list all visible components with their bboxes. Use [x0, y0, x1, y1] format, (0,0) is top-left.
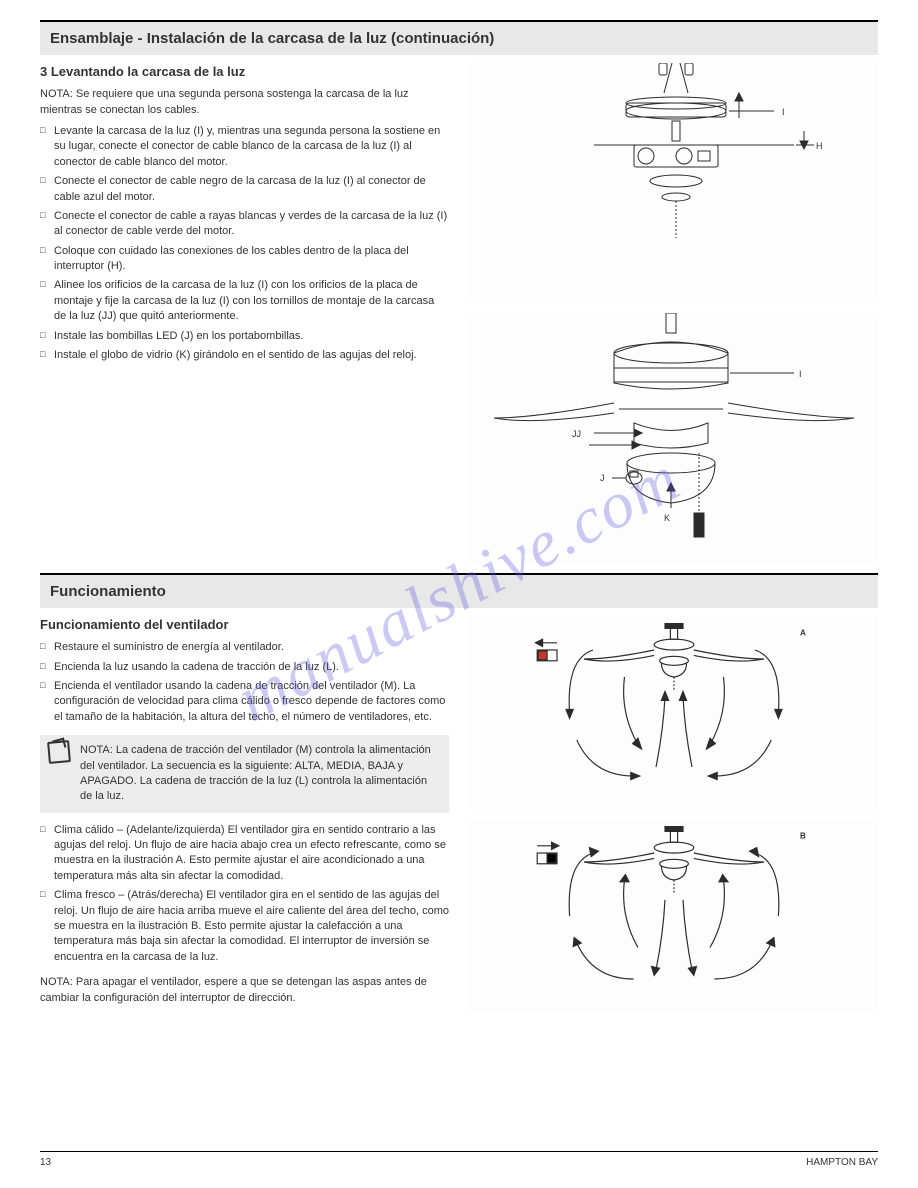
- operation-step-title: Funcionamiento del ventilador: [40, 616, 449, 634]
- bullet: Levante la carcasa de la luz (I) y, mien…: [40, 124, 449, 170]
- callout-JJ: JJ: [572, 429, 581, 439]
- assembly-header: Ensamblaje - Instalación de la carcasa d…: [40, 20, 878, 55]
- footer: 13 HAMPTON BAY: [40, 1151, 878, 1170]
- callout-I: I: [782, 107, 785, 117]
- operation-bullets-a: Restaure el suministro de energía al ven…: [40, 640, 449, 725]
- assembly-intro: NOTA: Se requiere que una segunda person…: [40, 87, 449, 118]
- bullet: Restaure el suministro de energía al ven…: [40, 640, 449, 655]
- note-text: NOTA: La cadena de tracción del ventilad…: [80, 744, 431, 802]
- note-box: NOTA: La cadena de tracción del ventilad…: [40, 735, 449, 813]
- bullet: Encienda el ventilador usando la cadena …: [40, 679, 449, 725]
- note-icon: [47, 740, 71, 764]
- bullet: Conecte el conector de cable a rayas bla…: [40, 209, 449, 240]
- operation-left: Funcionamiento del ventilador Restaure e…: [40, 616, 449, 1012]
- callout-H: H: [816, 141, 823, 151]
- bullet: Encienda la luz usando la cadena de trac…: [40, 660, 449, 675]
- operation-right: A: [469, 616, 878, 1012]
- airflow-b-diagram: B: [469, 819, 878, 1012]
- airflow-a-diagram: A: [469, 616, 878, 809]
- assembly-body: 3 Levantando la carcasa de la luz NOTA: …: [40, 63, 878, 563]
- bullet: Instale las bombillas LED (J) en los por…: [40, 329, 449, 344]
- assembly-left: 3 Levantando la carcasa de la luz NOTA: …: [40, 63, 449, 563]
- assembly-bullets: Levante la carcasa de la luz (I) y, mien…: [40, 124, 449, 363]
- assembly-right: I H: [469, 63, 878, 563]
- fan-lightkit-diagram: I JJ J K: [469, 313, 878, 563]
- bullet: Coloque con cuidado las conexiones de lo…: [40, 244, 449, 275]
- operation-bullets-b: Clima cálido – (Adelante/izquierda) El v…: [40, 823, 449, 966]
- label-B: B: [800, 831, 806, 840]
- label-A: A: [800, 628, 806, 637]
- callout-J: J: [600, 473, 605, 483]
- bullet: Instale el globo de vidrio (K) girándolo…: [40, 348, 449, 363]
- bullet: Clima cálido – (Adelante/izquierda) El v…: [40, 823, 449, 885]
- note2: NOTA: Para apagar el ventilador, espere …: [40, 975, 449, 1006]
- bullet: Conecte el conector de cable negro de la…: [40, 174, 449, 205]
- light-housing-diagram: I H: [469, 63, 878, 303]
- callout-K: K: [664, 513, 670, 523]
- footer-brand: HAMPTON BAY: [806, 1156, 878, 1170]
- assembly-step-title: 3 Levantando la carcasa de la luz: [40, 63, 449, 81]
- bullet: Clima fresco – (Atrás/derecha) El ventil…: [40, 888, 449, 965]
- page-number: 13: [40, 1156, 51, 1170]
- callout-I2: I: [799, 369, 802, 379]
- bullet: Alinee los orificios de la carcasa de la…: [40, 278, 449, 324]
- operation-body: Funcionamiento del ventilador Restaure e…: [40, 616, 878, 1012]
- operation-header: Funcionamiento: [40, 573, 878, 608]
